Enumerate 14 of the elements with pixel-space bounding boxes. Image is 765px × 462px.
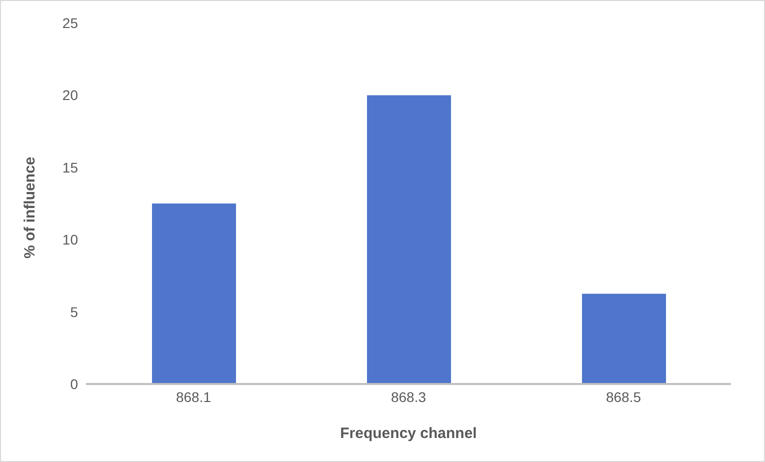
y-tick-label: 15 (62, 159, 78, 176)
bar (582, 294, 666, 384)
x-tick-label: 868.3 (390, 388, 426, 405)
x-axis-title: Frequency channel (340, 425, 477, 442)
y-axis-title: % of influence (21, 156, 38, 258)
x-tick-label: 868.1 (176, 388, 212, 405)
y-tick-label: 0 (70, 376, 78, 392)
y-tick-label: 10 (62, 232, 78, 248)
bar (367, 95, 451, 384)
x-tick-label: 868.5 (606, 388, 642, 405)
y-tick-label: 20 (62, 87, 78, 104)
y-tick-label: 25 (62, 14, 78, 31)
bar (152, 204, 236, 384)
y-tick-label: 5 (70, 304, 78, 320)
